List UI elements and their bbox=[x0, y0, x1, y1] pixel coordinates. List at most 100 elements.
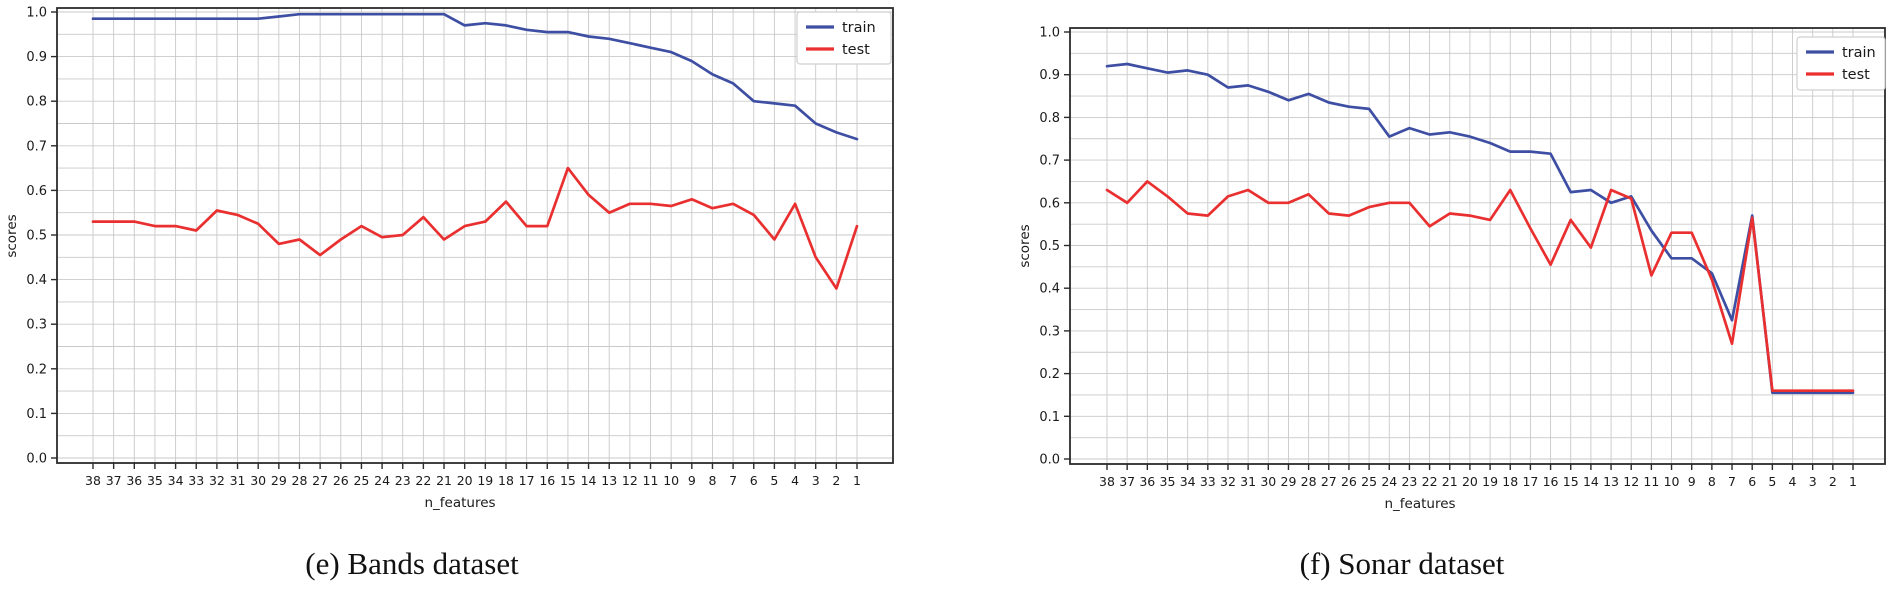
x-tick-label: 38 bbox=[1099, 474, 1115, 489]
x-tick-label: 34 bbox=[168, 473, 184, 488]
x-tick-label: 12 bbox=[1623, 474, 1639, 489]
y-tick-label: 0.6 bbox=[1039, 196, 1060, 211]
train-line bbox=[1105, 62, 1855, 395]
x-tick-label: 31 bbox=[1240, 474, 1256, 489]
x-tick-label: 27 bbox=[312, 473, 328, 488]
x-tick-label: 11 bbox=[643, 473, 659, 488]
x-tick-label: 3 bbox=[1809, 474, 1817, 489]
x-tick-label: 7 bbox=[1728, 474, 1736, 489]
x-tick-label: 30 bbox=[1260, 474, 1276, 489]
x-tick-label: 14 bbox=[1583, 474, 1599, 489]
y-tick-label: 0.2 bbox=[26, 362, 47, 377]
y-axis-label: scores bbox=[1017, 224, 1033, 267]
x-tick-label: 15 bbox=[560, 473, 576, 488]
x-tick-label: 5 bbox=[770, 473, 778, 488]
x-tick-label: 36 bbox=[126, 473, 142, 488]
y-tick-label: 0.4 bbox=[26, 273, 47, 288]
x-tick-label: 23 bbox=[395, 473, 411, 488]
x-tick-label: 31 bbox=[230, 473, 246, 488]
x-tick-label: 10 bbox=[663, 473, 679, 488]
x-tick-label: 24 bbox=[374, 473, 390, 488]
x-tick-label: 32 bbox=[1220, 474, 1236, 489]
x-tick-label: 2 bbox=[1829, 474, 1837, 489]
x-tick-label: 5 bbox=[1768, 474, 1776, 489]
x-tick-label: 20 bbox=[1462, 474, 1478, 489]
x-tick-label: 29 bbox=[271, 473, 287, 488]
gridlines bbox=[1070, 28, 1885, 464]
y-tick-label: 0.5 bbox=[26, 229, 47, 244]
x-tick-label: 4 bbox=[791, 473, 799, 488]
legend-test-label: test bbox=[1842, 67, 1870, 83]
y-tick-label: 0.0 bbox=[1039, 453, 1060, 468]
legend-box bbox=[1796, 36, 1886, 91]
gridlines bbox=[57, 8, 893, 463]
y-tick-label: 0.7 bbox=[26, 139, 47, 154]
x-tick-label: 16 bbox=[1543, 474, 1559, 489]
x-tick-label: 30 bbox=[250, 473, 266, 488]
legend-train-label: train bbox=[1842, 45, 1876, 61]
y-tick-label: 0.9 bbox=[26, 50, 47, 65]
caption-sonar-dataset: (f) Sonar dataset bbox=[1299, 546, 1505, 581]
y-tick-label: 0.9 bbox=[1039, 68, 1060, 83]
x-tick-label: 17 bbox=[1522, 474, 1538, 489]
x-tick-label: 17 bbox=[519, 473, 535, 488]
y-tick-label: 1.0 bbox=[26, 6, 47, 21]
x-tick-label: 22 bbox=[1422, 474, 1438, 489]
legend-box bbox=[796, 11, 892, 65]
y-tick-label: 1.0 bbox=[1039, 26, 1060, 41]
y-tick-label: 0.8 bbox=[26, 95, 47, 110]
x-tick-label: 9 bbox=[688, 473, 696, 488]
x-tick-label: 10 bbox=[1664, 474, 1680, 489]
test-line bbox=[1105, 180, 1855, 393]
y-tick-label: 0.1 bbox=[26, 407, 47, 422]
x-tick-label: 3 bbox=[812, 473, 820, 488]
test-line bbox=[91, 166, 859, 290]
x-tick-label: 2 bbox=[832, 473, 840, 488]
x-tick-label: 34 bbox=[1180, 474, 1196, 489]
x-tick-label: 38 bbox=[85, 473, 101, 488]
x-tick-label: 11 bbox=[1643, 474, 1659, 489]
x-tick-label: 13 bbox=[601, 473, 617, 488]
x-tick-label: 1 bbox=[1849, 474, 1857, 489]
x-tick-label: 36 bbox=[1139, 474, 1155, 489]
x-tick-label: 35 bbox=[147, 473, 163, 488]
plot-border bbox=[1069, 27, 1886, 465]
y-tick-label: 0.4 bbox=[1039, 282, 1060, 297]
x-tick-label: 26 bbox=[1341, 474, 1357, 489]
legend: train test bbox=[796, 11, 892, 65]
x-tick-label: 6 bbox=[1748, 474, 1756, 489]
x-tick-label: 14 bbox=[581, 473, 597, 488]
x-tick-label: 25 bbox=[353, 473, 369, 488]
x-tick-label: 4 bbox=[1789, 474, 1797, 489]
x-tick-label: 16 bbox=[539, 473, 555, 488]
x-tick-label: 13 bbox=[1603, 474, 1619, 489]
x-tick-label: 27 bbox=[1321, 474, 1337, 489]
y-tick-label: 0.8 bbox=[1039, 111, 1060, 126]
x-tick-label: 29 bbox=[1281, 474, 1297, 489]
x-tick-label: 8 bbox=[1708, 474, 1716, 489]
x-axis: 38 37 36 35 34 33 32 31 30 29 28 27 26 25 24 23 22 21 20 19… bbox=[85, 463, 861, 488]
x-tick-label: 37 bbox=[1119, 474, 1135, 489]
x-axis-label: n_features bbox=[1384, 496, 1455, 512]
x-tick-label: 35 bbox=[1160, 474, 1176, 489]
y-axis-label: scores bbox=[4, 214, 20, 257]
train-line bbox=[91, 12, 859, 141]
legend: train test bbox=[1796, 36, 1886, 91]
x-tick-label: 12 bbox=[622, 473, 638, 488]
x-tick-label: 24 bbox=[1381, 474, 1397, 489]
y-tick-label: 0.0 bbox=[26, 452, 47, 467]
x-tick-label: 28 bbox=[292, 473, 308, 488]
y-axis: 0.0 0.1 0.2 0.3 0.4 0.5 0.6 0.7 0.8 0.9 1.0 bbox=[1039, 26, 1070, 468]
y-tick-label: 0.7 bbox=[1039, 154, 1060, 169]
y-tick-label: 0.2 bbox=[1039, 367, 1060, 382]
x-tick-label: 6 bbox=[750, 473, 758, 488]
legend-train-label: train bbox=[842, 20, 876, 36]
y-tick-label: 0.3 bbox=[1039, 324, 1060, 339]
x-tick-label: 8 bbox=[708, 473, 716, 488]
x-tick-label: 26 bbox=[333, 473, 349, 488]
x-axis-label: n_features bbox=[424, 495, 495, 511]
x-tick-label: 32 bbox=[209, 473, 225, 488]
x-tick-label: 18 bbox=[1502, 474, 1518, 489]
x-tick-label: 18 bbox=[498, 473, 514, 488]
y-tick-label: 0.5 bbox=[1039, 239, 1060, 254]
